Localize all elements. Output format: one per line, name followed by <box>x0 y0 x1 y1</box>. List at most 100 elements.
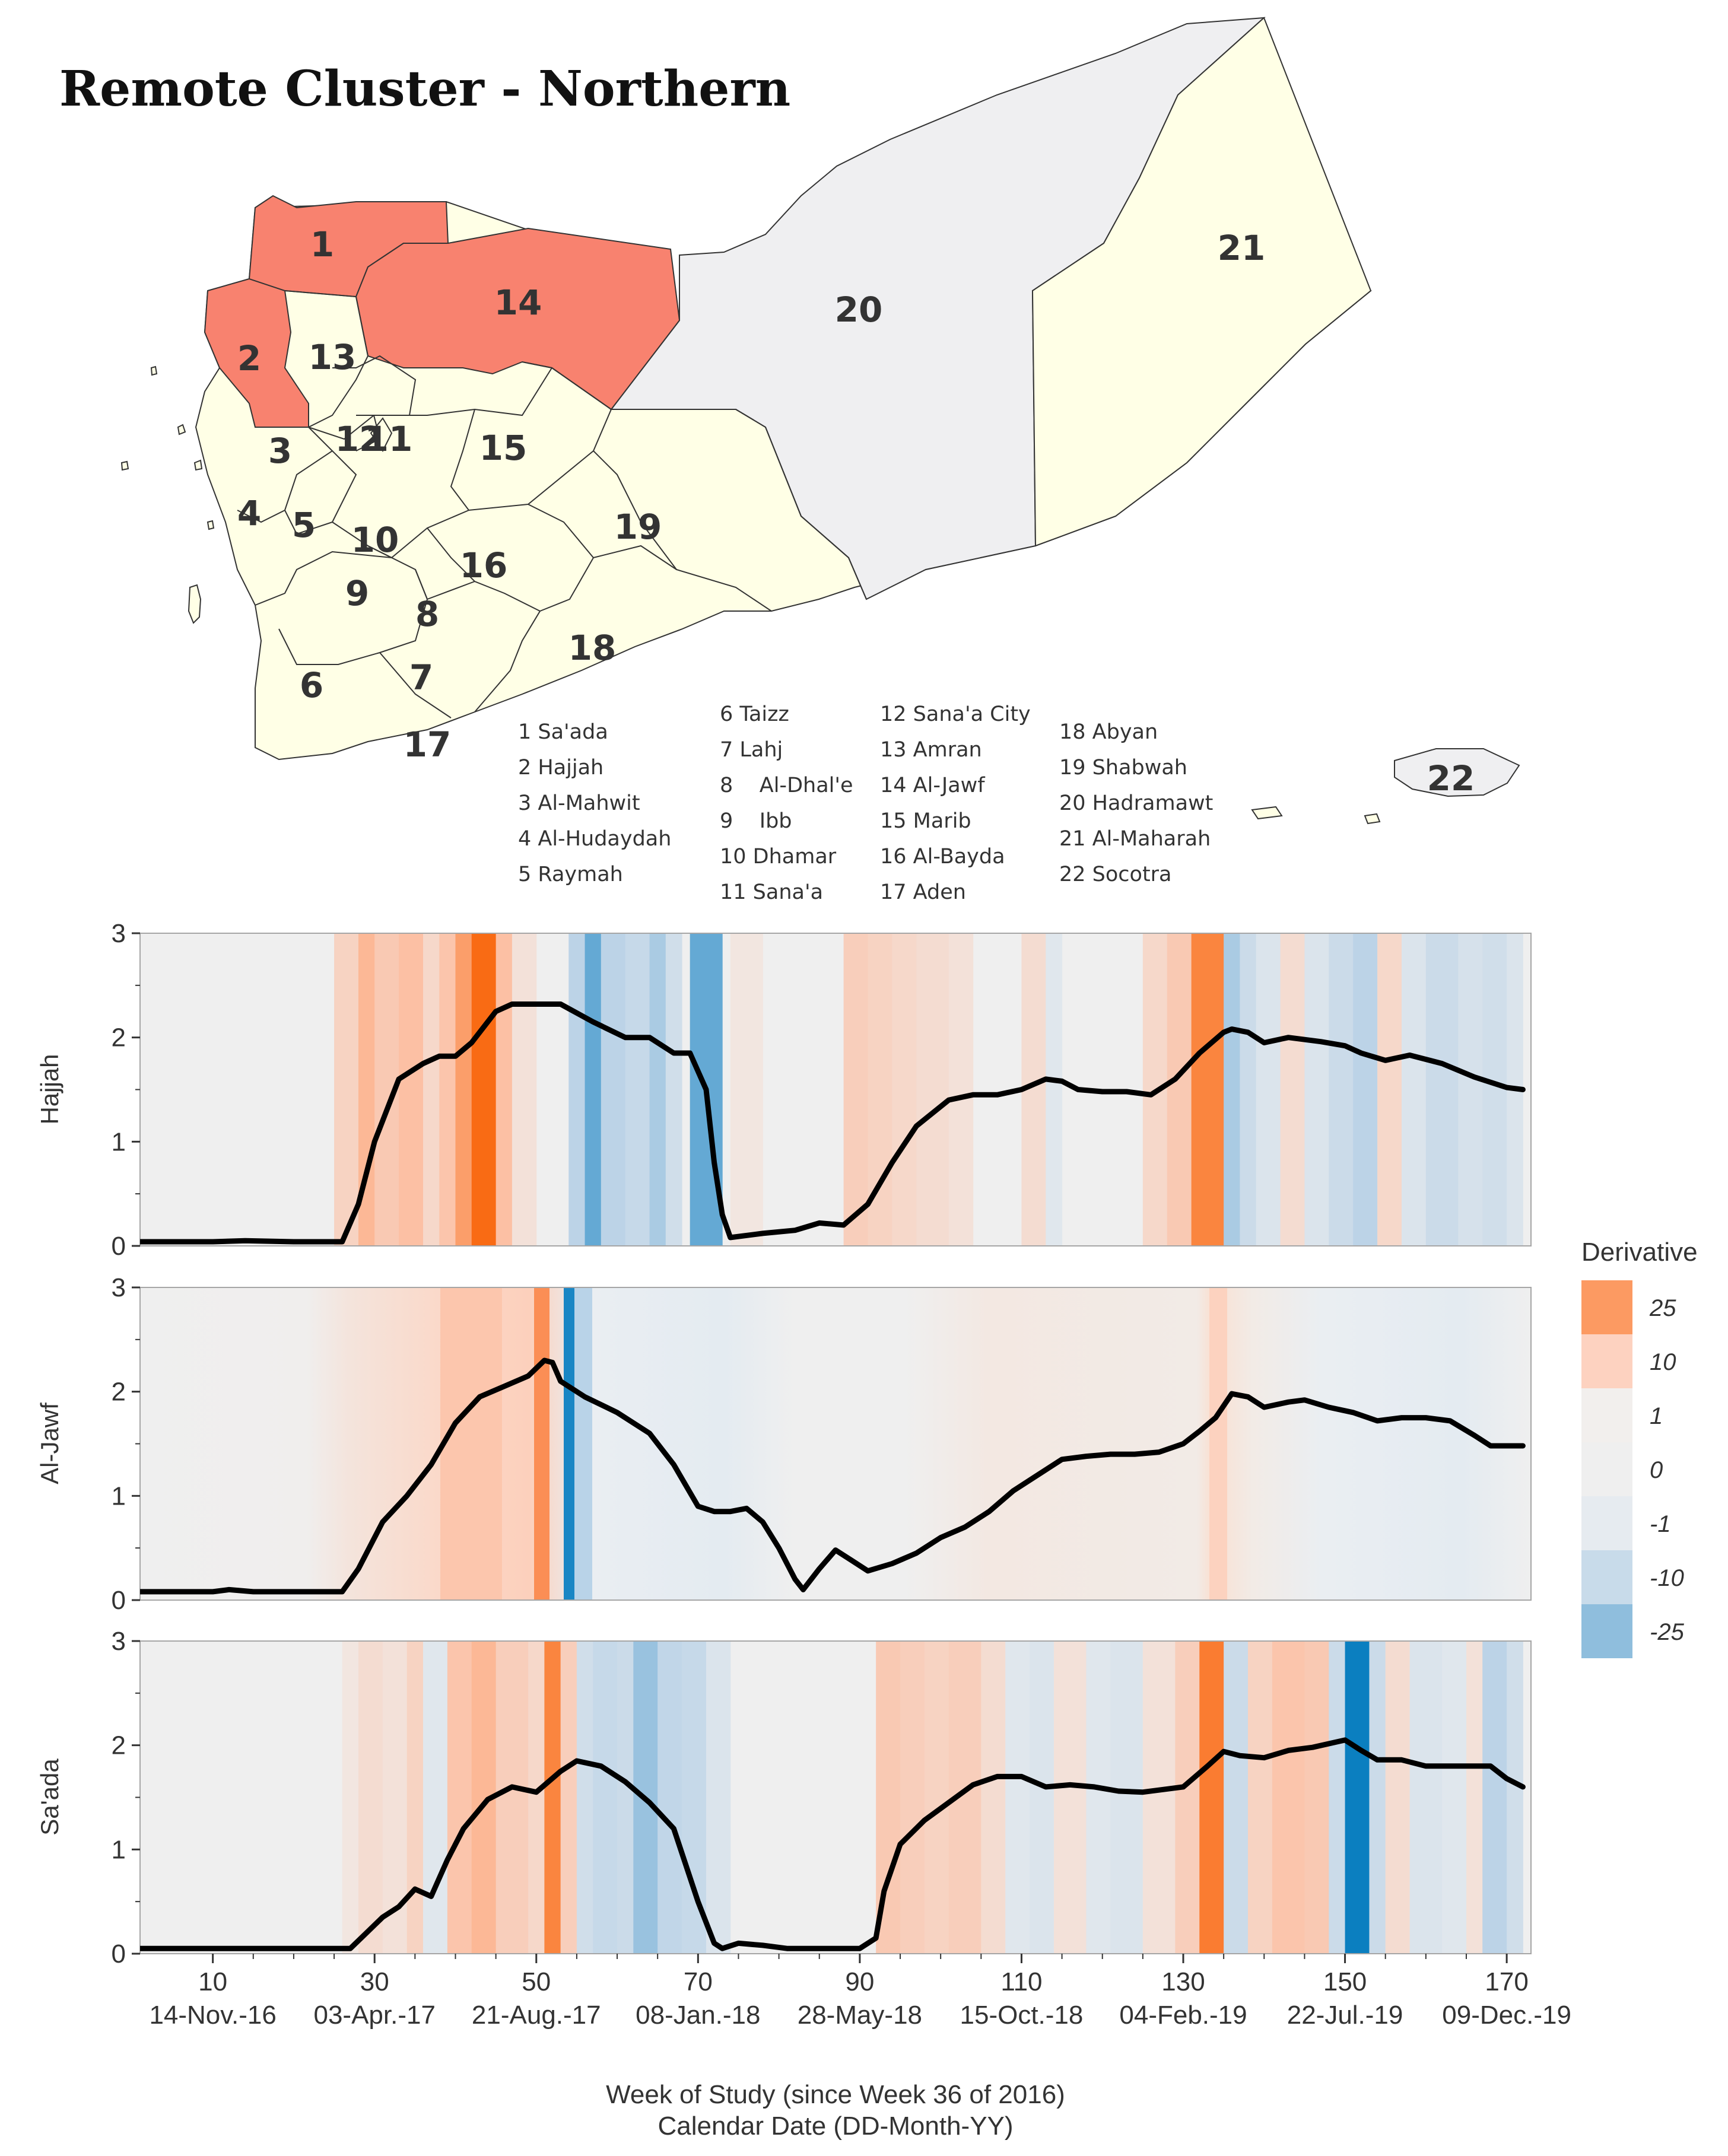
panel-label: Sa'ada <box>36 1758 63 1836</box>
derivative-band <box>560 1641 577 1954</box>
region-borders <box>237 290 867 718</box>
y-tick-label: 3 <box>112 1627 126 1656</box>
map-label: 10 <box>351 520 399 560</box>
derivative-band <box>924 1641 949 1954</box>
map-label: 1 <box>310 224 334 265</box>
map-label: 19 <box>614 507 662 547</box>
derivative-band <box>1256 933 1281 1246</box>
legend-label: 25 <box>1649 1295 1676 1321</box>
derivative-band <box>1329 1641 1346 1954</box>
legend-key <box>1581 1388 1632 1442</box>
x-axis: 10 14-Nov.-16 30 03-Apr.-17 50 21-Aug.-17 70 08… <box>149 1954 1571 2030</box>
panel-jawf: 0 1 2 3 Al-Jawf <box>36 1273 1532 1615</box>
x-tick-label: 170 <box>1485 1967 1528 1996</box>
y-tick-label: 3 <box>112 1273 126 1302</box>
legend-item: 19 Shabwah <box>1059 756 1187 780</box>
derivative-band <box>601 933 626 1246</box>
legend-item: 4 Al-Hudaydah <box>518 827 671 851</box>
legend-key <box>1581 1550 1632 1604</box>
region-maharah <box>1031 17 1372 547</box>
y-tick-label: 1 <box>112 1835 126 1864</box>
x-date-label: 14-Nov.-16 <box>149 2001 276 2030</box>
map-label: 17 <box>404 724 452 765</box>
legend-item: 17 Aden <box>880 880 966 904</box>
legend-item: 16 Al-Bayda <box>880 845 1005 869</box>
derivative-band <box>1377 933 1402 1246</box>
region-labels: 1 2 3 4 5 6 7 8 9 10 11 12 13 14 15 16 1… <box>237 224 1475 799</box>
legend-label: 10 <box>1650 1349 1676 1375</box>
legend-label: 0 <box>1650 1457 1663 1483</box>
map-label: 11 <box>365 419 413 459</box>
legend-item: 11 Sana'a <box>720 880 823 904</box>
map-title: Remote Cluster - Northern <box>59 61 790 117</box>
series-line-saada <box>140 1737 1526 1951</box>
derivative-band <box>1240 933 1257 1246</box>
x-axis-title-2: Calendar Date (DD-Month-YY) <box>657 2112 1013 2141</box>
x-date-label: 21-Aug.-17 <box>472 2001 601 2030</box>
region-socotra <box>1394 748 1520 797</box>
legend-item: 6 Taizz <box>720 702 789 726</box>
map-label: 3 <box>268 431 292 471</box>
derivative-band <box>342 1641 359 1954</box>
derivative-band <box>843 933 869 1246</box>
panel-label: Al-Jawf <box>36 1403 63 1484</box>
x-date-label: 08-Jan.-18 <box>636 2001 760 2030</box>
map-label: 14 <box>494 282 542 323</box>
derivative-band <box>1110 1641 1143 1954</box>
map-label: 2 <box>237 338 261 379</box>
x-tick-label: 150 <box>1323 1967 1367 1996</box>
derivative-band <box>544 1641 561 1954</box>
derivative-band <box>730 933 763 1246</box>
derivative-band <box>1369 1641 1386 1954</box>
map-label: 21 <box>1218 228 1266 268</box>
y-axis: 0 1 2 3 <box>112 1627 140 1969</box>
derivative-band <box>1425 933 1459 1246</box>
derivative-band <box>568 933 586 1246</box>
derivative-band <box>423 1641 448 1954</box>
legend-title: Derivative <box>1581 1238 1698 1267</box>
derivative-band <box>1385 1641 1411 1954</box>
derivative-band <box>981 1641 1006 1954</box>
derivative-bands <box>334 933 1523 1246</box>
derivative-band <box>1224 933 1240 1246</box>
map-label: 7 <box>409 657 433 698</box>
x-tick-label: 90 <box>845 1967 874 1996</box>
y-axis: 0 1 2 3 <box>112 1273 140 1615</box>
derivative-band <box>1353 933 1378 1246</box>
derivative-band <box>649 933 666 1246</box>
legend-item: 9 Ibb <box>720 809 792 833</box>
derivative-band <box>1482 933 1507 1246</box>
series-line-jawf <box>140 1357 1526 1595</box>
derivative-band <box>1507 1641 1523 1954</box>
y-tick-label: 2 <box>112 1023 126 1052</box>
derivative-band <box>1191 933 1224 1246</box>
y-tick-label: 1 <box>112 1127 126 1156</box>
x-tick-label: 10 <box>198 1967 227 1996</box>
legend-label: -1 <box>1650 1511 1671 1537</box>
series-line-hajjah <box>140 1001 1526 1245</box>
derivative-band <box>1345 1641 1370 1954</box>
legend-item: 8 Al-Dhal'e <box>720 774 853 797</box>
x-tick-label: 70 <box>684 1967 713 1996</box>
derivative-band <box>585 933 602 1246</box>
derivative-band <box>1304 933 1329 1246</box>
derivative-bands <box>440 1287 1227 1600</box>
derivative-band <box>706 1641 731 1954</box>
legend-label: -10 <box>1650 1565 1684 1591</box>
derivative-band <box>423 933 440 1246</box>
x-date-label: 03-Apr.-17 <box>313 2001 435 2030</box>
band <box>564 1287 574 1600</box>
legend-key <box>1581 1280 1632 1334</box>
legend-key <box>1581 1442 1632 1496</box>
band <box>574 1287 592 1600</box>
legend-item: 7 Lahj <box>720 738 783 762</box>
x-tick-label: 30 <box>360 1967 389 1996</box>
derivative-band <box>892 933 917 1246</box>
legend-item: 13 Amran <box>880 738 982 762</box>
derivative-band <box>1086 1641 1111 1954</box>
y-tick-label: 1 <box>112 1481 126 1511</box>
legend-item: 15 Marib <box>880 809 971 833</box>
derivative-band <box>495 933 513 1246</box>
